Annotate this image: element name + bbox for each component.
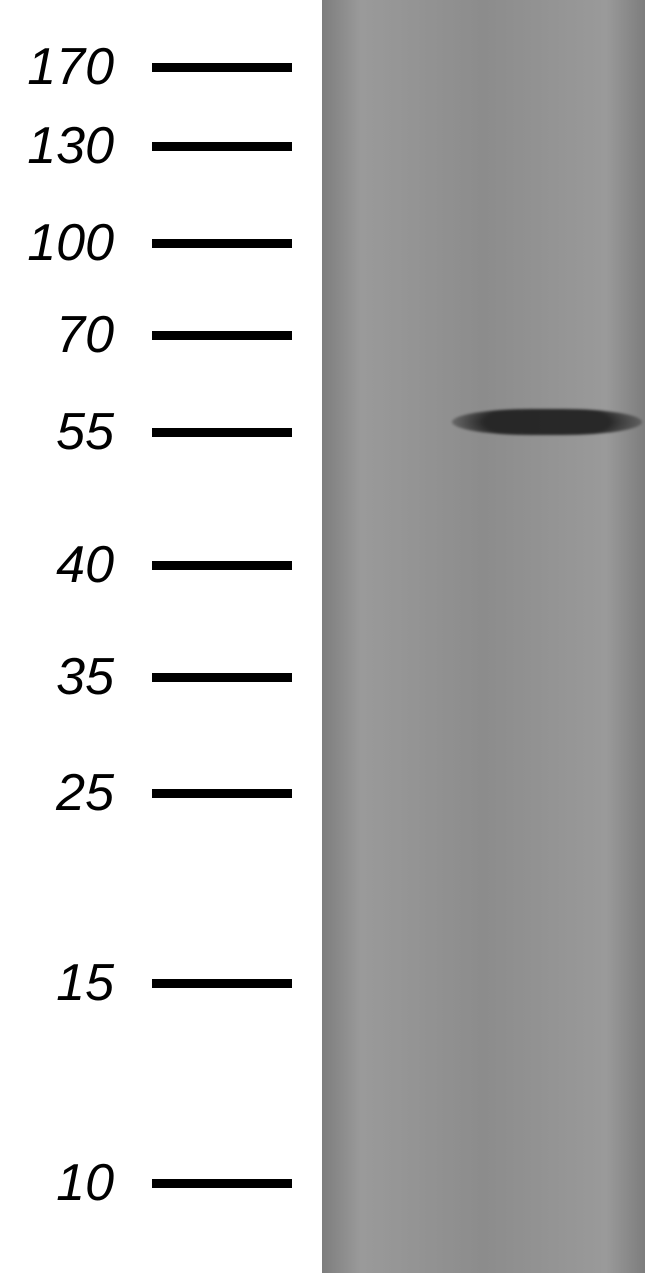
marker-label: 40 xyxy=(0,535,122,595)
marker-label: 25 xyxy=(0,763,122,823)
marker-tick xyxy=(152,428,292,437)
marker-label: 70 xyxy=(0,305,122,365)
marker-label: 15 xyxy=(0,953,122,1013)
marker-row: 25 xyxy=(0,763,292,823)
marker-tick xyxy=(152,979,292,988)
marker-row: 100 xyxy=(0,213,292,273)
marker-row: 55 xyxy=(0,402,292,462)
marker-row: 35 xyxy=(0,647,292,707)
marker-tick xyxy=(152,673,292,682)
marker-tick xyxy=(152,331,292,340)
marker-tick xyxy=(152,561,292,570)
marker-row: 10 xyxy=(0,1153,292,1213)
blot-lane xyxy=(322,0,645,1273)
marker-label: 170 xyxy=(0,37,122,97)
marker-tick xyxy=(152,142,292,151)
marker-tick xyxy=(152,239,292,248)
marker-row: 15 xyxy=(0,953,292,1013)
marker-row: 170 xyxy=(0,37,292,97)
marker-label: 130 xyxy=(0,116,122,176)
marker-row: 40 xyxy=(0,535,292,595)
marker-tick xyxy=(152,789,292,798)
marker-row: 70 xyxy=(0,305,292,365)
marker-label: 35 xyxy=(0,647,122,707)
marker-label: 55 xyxy=(0,402,122,462)
marker-label: 10 xyxy=(0,1153,122,1213)
marker-tick xyxy=(152,63,292,72)
western-blot-figure: 170 130 100 70 55 40 35 25 15 10 xyxy=(0,0,650,1273)
marker-tick xyxy=(152,1179,292,1188)
protein-band xyxy=(452,409,642,435)
marker-row: 130 xyxy=(0,116,292,176)
molecular-weight-ladder: 170 130 100 70 55 40 35 25 15 10 xyxy=(0,0,320,1273)
marker-label: 100 xyxy=(0,213,122,273)
